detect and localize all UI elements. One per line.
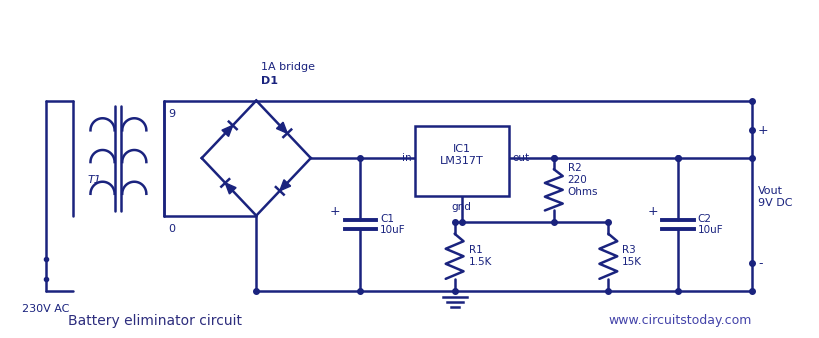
Text: 1A bridge: 1A bridge [261,62,314,72]
Text: Battery eliminator circuit: Battery eliminator circuit [68,314,242,328]
Polygon shape [225,183,236,194]
Text: +: + [646,204,657,218]
Text: www.circuitstoday.com: www.circuitstoday.com [608,314,751,327]
Text: 230V AC: 230V AC [22,304,70,314]
Text: +: + [758,124,767,137]
Text: 0: 0 [168,224,174,235]
Text: +: + [329,204,340,218]
Polygon shape [279,180,290,191]
Text: in: in [402,153,411,163]
Text: R3
15K: R3 15K [622,245,641,267]
Text: D1: D1 [261,76,278,86]
Text: C2
10uF: C2 10uF [697,214,722,235]
Polygon shape [276,122,287,133]
Text: 9: 9 [168,110,175,119]
Bar [414,126,509,196]
Text: R2
220
Ohms: R2 220 Ohms [567,163,598,196]
Text: IC1
LM317T: IC1 LM317T [440,144,483,166]
Text: -: - [758,257,762,270]
Text: C1
10uF: C1 10uF [380,214,405,235]
Text: R1
1.5K: R1 1.5K [468,245,491,267]
Text: T1: T1 [88,175,102,185]
Polygon shape [222,125,233,137]
Text: Vout
9V DC: Vout 9V DC [758,186,792,208]
Text: gnd: gnd [451,202,471,212]
Text: out: out [512,153,528,163]
